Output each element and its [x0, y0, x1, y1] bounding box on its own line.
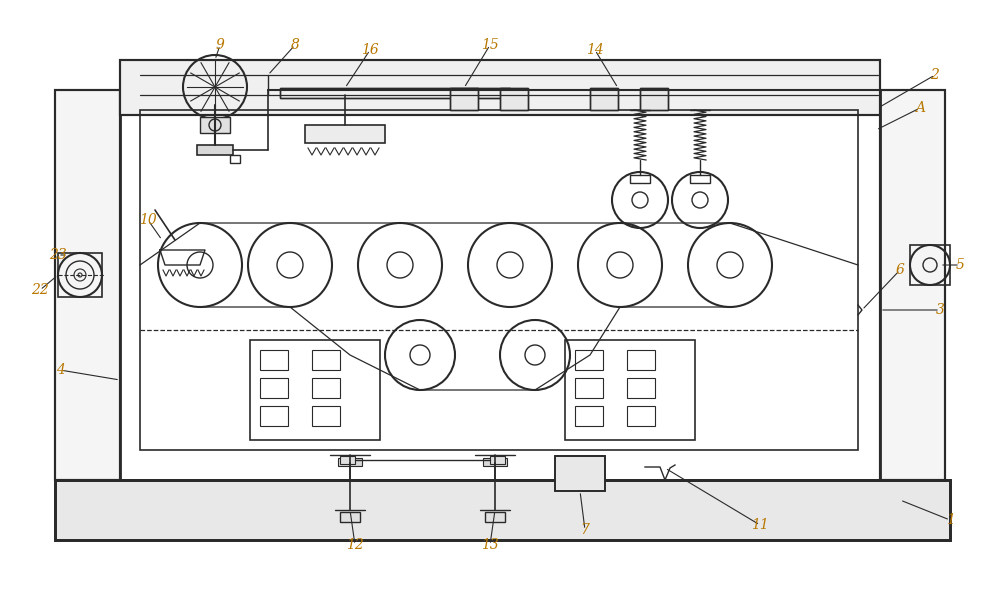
Text: 8: 8	[291, 38, 299, 52]
Text: A: A	[915, 101, 925, 115]
Bar	[627, 406, 655, 426]
Bar	[483, 458, 507, 466]
Bar	[630, 175, 650, 183]
Bar	[565, 340, 695, 440]
Bar	[250, 340, 380, 440]
Bar	[590, 88, 618, 110]
Bar	[590, 88, 618, 110]
Bar	[500, 88, 528, 110]
Bar	[200, 117, 230, 133]
Bar	[690, 175, 710, 183]
Bar	[490, 456, 505, 464]
Bar	[260, 350, 288, 370]
Text: 9: 9	[216, 38, 224, 52]
Bar	[230, 155, 240, 163]
Bar	[910, 245, 950, 285]
Text: 2: 2	[931, 68, 939, 82]
Bar	[260, 406, 288, 426]
Text: 7: 7	[581, 523, 589, 537]
Bar	[280, 88, 510, 98]
Bar	[575, 378, 603, 398]
Bar	[140, 110, 858, 450]
Bar	[575, 350, 603, 370]
Bar	[340, 456, 355, 464]
Bar	[280, 88, 510, 98]
Bar	[640, 88, 668, 110]
Bar	[312, 378, 340, 398]
Bar	[575, 406, 603, 426]
Bar	[450, 88, 478, 110]
Text: 14: 14	[586, 43, 604, 57]
Text: 15: 15	[481, 38, 499, 52]
Bar	[450, 88, 478, 110]
Text: 1: 1	[946, 513, 954, 527]
Bar	[120, 90, 880, 480]
Text: 6: 6	[896, 263, 904, 277]
Text: 4: 4	[56, 363, 64, 377]
Bar	[485, 512, 505, 522]
Text: 13: 13	[481, 538, 499, 552]
Bar	[120, 60, 880, 115]
Bar	[338, 458, 362, 466]
Text: 16: 16	[361, 43, 379, 57]
Text: 3: 3	[936, 303, 944, 317]
Bar	[312, 350, 340, 370]
Bar	[312, 406, 340, 426]
Bar	[58, 253, 102, 297]
Bar	[880, 90, 945, 480]
Bar	[305, 125, 385, 143]
Bar	[880, 90, 945, 480]
Text: 10: 10	[139, 213, 157, 227]
Bar	[55, 90, 120, 480]
Bar	[55, 480, 950, 540]
Text: 23: 23	[49, 248, 67, 262]
Bar	[120, 60, 880, 115]
Bar	[627, 350, 655, 370]
Bar	[555, 456, 605, 491]
Bar	[555, 456, 605, 491]
Bar	[500, 88, 528, 110]
Text: 12: 12	[346, 538, 364, 552]
Text: 11: 11	[751, 518, 769, 532]
Text: 5: 5	[956, 258, 964, 272]
Bar	[260, 378, 288, 398]
Bar	[197, 145, 233, 155]
Text: 22: 22	[31, 283, 49, 297]
Bar	[340, 512, 360, 522]
Bar	[640, 88, 668, 110]
Bar	[55, 480, 950, 540]
Bar	[627, 378, 655, 398]
Bar	[55, 90, 120, 480]
